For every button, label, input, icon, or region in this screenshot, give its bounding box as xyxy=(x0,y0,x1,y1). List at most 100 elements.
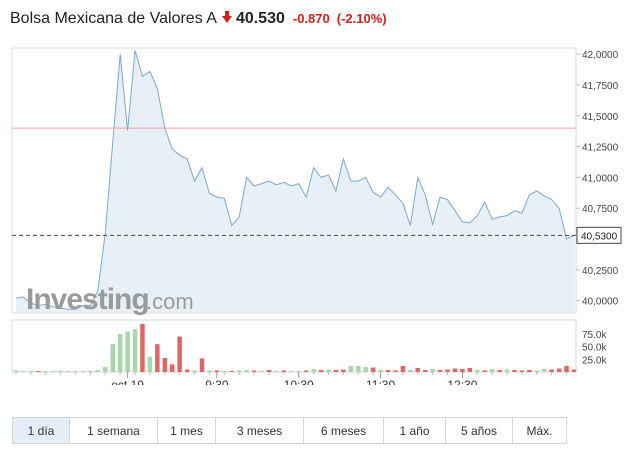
volume-bar xyxy=(460,369,465,372)
investing-watermark: Investing .com xyxy=(26,283,194,316)
price-area xyxy=(15,50,575,313)
price-change-percent: (-2.10%) xyxy=(336,11,387,26)
volume-bar xyxy=(80,371,86,372)
y-tick-label: 41,7500 xyxy=(582,81,619,92)
timeframe-selector: 1 día 1 semana 1 mes 3 meses 6 meses 1 año 5 a… xyxy=(12,417,567,444)
volume-bar xyxy=(385,370,391,372)
timeframe-6[interactable]: 5 años xyxy=(446,418,513,443)
volume-bar xyxy=(333,370,339,372)
volume-bar xyxy=(140,324,145,372)
timeframe-0[interactable]: 1 día xyxy=(13,418,70,443)
x-tick-label: 9:30 xyxy=(205,378,229,385)
volume-tick-label: 75.0k xyxy=(582,330,607,341)
volume-bar xyxy=(571,369,577,372)
volume-bar xyxy=(177,336,182,372)
volume-bar xyxy=(36,371,41,372)
volume-bar xyxy=(199,358,205,372)
timeframe-3[interactable]: 3 meses xyxy=(216,418,304,443)
price-line xyxy=(15,50,575,310)
volume-bar xyxy=(43,371,48,372)
reference-lines xyxy=(12,127,576,236)
volume-bar xyxy=(147,356,153,372)
volume-bar xyxy=(162,357,168,372)
volume-bar xyxy=(229,371,234,372)
volume-bar xyxy=(326,369,331,372)
volume-bar xyxy=(489,369,495,372)
price-fill xyxy=(16,50,574,313)
volume-bar xyxy=(318,370,324,372)
volume-bar xyxy=(303,370,309,372)
volume-bar xyxy=(534,370,540,372)
volume-bar xyxy=(28,371,34,372)
watermark-brand: Investing xyxy=(26,283,149,316)
volume-bar xyxy=(281,370,287,372)
y-tick-label: 41,5000 xyxy=(582,112,619,123)
volume-bar xyxy=(378,370,383,372)
volume-bar xyxy=(170,364,175,372)
volume-bar xyxy=(564,365,569,372)
volume-bar xyxy=(311,369,316,372)
y-tick-label: 41,0000 xyxy=(582,173,619,184)
timeframe-7[interactable]: Máx. xyxy=(526,423,553,438)
volume-bar xyxy=(132,329,138,372)
volume-bar xyxy=(184,369,190,372)
volume-bar xyxy=(482,370,487,372)
volume-bar xyxy=(549,369,554,372)
y-tick-label: 40,0000 xyxy=(582,297,619,308)
volume-bar xyxy=(363,366,368,372)
price-axis: 42,0000 41,7500 41,5000 41,2500 41,0000 40,75… xyxy=(576,50,622,308)
volume-bar xyxy=(504,369,510,372)
volume-tick-label: 25.0k xyxy=(582,355,607,366)
volume-bar xyxy=(207,370,212,372)
volume-bar xyxy=(527,370,532,372)
quote-header: Bolsa Mexicana de Valores A 40.530 -0.87… xyxy=(10,10,387,32)
volume-bars xyxy=(13,324,577,372)
volume-bar xyxy=(475,370,480,372)
volume-bar xyxy=(65,371,71,372)
x-tick-label: oct 19 xyxy=(111,378,144,385)
volume-bar xyxy=(341,369,346,372)
timeframe-2[interactable]: 1 mes xyxy=(158,418,216,443)
timeframe-5[interactable]: 1 año xyxy=(384,418,446,443)
volume-bar xyxy=(289,371,294,372)
down-arrow-icon xyxy=(221,11,232,23)
volume-bar xyxy=(73,371,78,372)
last-price-tag xyxy=(576,226,622,244)
volume-bar xyxy=(214,370,220,372)
volume-bar xyxy=(519,370,525,372)
volume-bar xyxy=(408,370,413,372)
volume-bar xyxy=(512,370,517,372)
last-price: 40.530 xyxy=(235,10,285,27)
x-tick-label: 11:30 xyxy=(366,378,395,385)
volume-bar xyxy=(393,370,398,372)
x-tick-label: 10:30 xyxy=(284,378,314,385)
volume-tick-label: 50.0k xyxy=(582,343,607,354)
x-tick-label: 12:30 xyxy=(447,378,477,385)
volume-bar xyxy=(356,365,361,372)
volume-bar xyxy=(88,371,93,372)
volume-bar xyxy=(370,367,376,372)
price-chart[interactable]: Investing .com 42,0000 41,7500 41,5000 41,2… xyxy=(0,40,636,385)
timeframe-4[interactable]: 6 meses xyxy=(304,418,384,443)
volume-bar xyxy=(110,344,115,372)
volume-bar xyxy=(430,369,435,372)
volume-bar xyxy=(274,371,279,372)
volume-bar xyxy=(155,344,160,372)
volume-bar xyxy=(467,368,473,372)
volume-bar xyxy=(400,365,406,372)
volume-bar xyxy=(237,370,242,372)
watermark-suffix: .com xyxy=(146,289,194,314)
volume-bar xyxy=(51,371,56,372)
volume-bar xyxy=(437,370,443,372)
volume-bar xyxy=(117,334,123,372)
y-tick-label: 42,0000 xyxy=(582,50,619,61)
volume-bar xyxy=(95,370,101,372)
volume-bar xyxy=(445,369,450,372)
time-axis: oct 19 9:30 10:30 11:30 12:30 xyxy=(15,372,568,385)
volume-bar xyxy=(251,370,257,372)
volume-pane xyxy=(11,319,577,373)
volume-bar xyxy=(556,368,562,372)
timeframe-1[interactable]: 1 semana xyxy=(70,418,158,443)
volume-bar xyxy=(192,370,197,372)
